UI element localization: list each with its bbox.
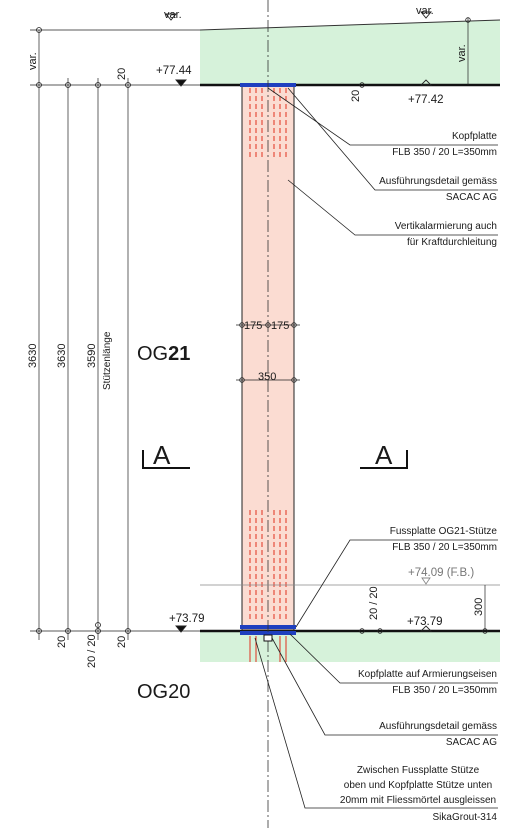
note-vert-1: Vertikalarmierung auch (395, 221, 497, 232)
dimension-dots (36, 27, 131, 634)
section-mark-left (142, 450, 190, 469)
floor-lower-label: OG20 (137, 681, 190, 703)
note-fuss-2: FLB 350 / 20 L=350mm (392, 542, 497, 553)
floor-upper-label: OG21 (137, 343, 190, 365)
dim-175-left: 175 (244, 320, 262, 332)
dim-20-20-left: 20 / 20 (86, 634, 98, 668)
dim-300: 300 (473, 598, 485, 616)
vertical-dimension-lines (38, 30, 129, 640)
level-top-right: +77.42 (408, 94, 444, 106)
note-ausf1-2: SACAC AG (446, 192, 497, 203)
note-vert-2: für Kraftdurchleitung (407, 237, 497, 248)
top-right-var-label: var. (416, 5, 434, 17)
level-markers (165, 11, 433, 633)
anchor-bolt (263, 634, 273, 642)
note-kopfarm-2: FLB 350 / 20 L=350mm (392, 685, 497, 696)
right-dim-dots (359, 17, 488, 634)
level-bottom-left: +73.79 (169, 613, 205, 625)
head-plate-lower (240, 631, 296, 635)
section-mark-right (360, 450, 408, 469)
dim-175-right: 175 (271, 320, 289, 332)
dim-350: 350 (258, 371, 276, 383)
level-fb: +74.09 (F.B.) (408, 567, 474, 579)
stutzenlaenge-label: Stützenlänge (102, 331, 113, 390)
note-mortar-3: 20mm mit Fliessmörtel ausgleissen (340, 795, 496, 806)
section-label-right: A (375, 440, 393, 470)
dim-3630-inner: 3630 (56, 344, 68, 368)
slab-top-edge (199, 19, 501, 31)
dim-20-20-right: 20 / 20 (368, 586, 380, 620)
note-fuss-1: Fussplatte OG21-Stütze (390, 526, 498, 537)
note-mortar-1: Zwischen Fussplatte Stütze (357, 765, 480, 776)
side-var-left-label: var. (27, 52, 39, 70)
top-left-var-label: var. (164, 9, 182, 21)
rebars-top (249, 88, 287, 160)
note-ausf2-2: SACAC AG (446, 737, 497, 748)
dim-3630-outer: 3630 (27, 344, 39, 368)
dim-20-top-left: 20 (116, 68, 128, 80)
dim-20-top-right: 20 (350, 90, 362, 102)
rebars-bottom (249, 510, 287, 622)
level-top-left: +77.44 (156, 65, 192, 77)
note-mortar-4: SikaGrout-314 (433, 812, 498, 823)
dim-column-dots (239, 322, 297, 383)
mortar-note: Zwischen Fussplatte Stütze oben und Kopf… (340, 765, 496, 806)
level-bottom-right: +73.79 (407, 616, 443, 628)
note-kopfarm-1: Kopfplatte auf Armierungseisen (358, 669, 497, 680)
note-ausf2-1: Ausführungsdetail gemäss (379, 721, 497, 732)
note-mortar-2: oben und Kopfplatte Stütze unten (344, 780, 492, 791)
upper-slab (200, 20, 500, 85)
annotation-texts: Kopfplatte FLB 350 / 20 L=350mm Ausführu… (358, 131, 497, 748)
section-label-left: A (153, 440, 171, 470)
leader-lines (254, 87, 498, 809)
dim-20-bottom-b: 20 (116, 636, 128, 648)
note-ausf1-1: Ausführungsdetail gemäss (379, 176, 497, 187)
dim-3590: 3590 (86, 344, 98, 368)
side-var-right-label: var. (456, 44, 468, 62)
dim-20-bottom-a: 20 (56, 636, 68, 648)
note-kopfplatte-2: FLB 350 / 20 L=350mm (392, 147, 497, 158)
note-kopfplatte-1: Kopfplatte (452, 131, 497, 142)
